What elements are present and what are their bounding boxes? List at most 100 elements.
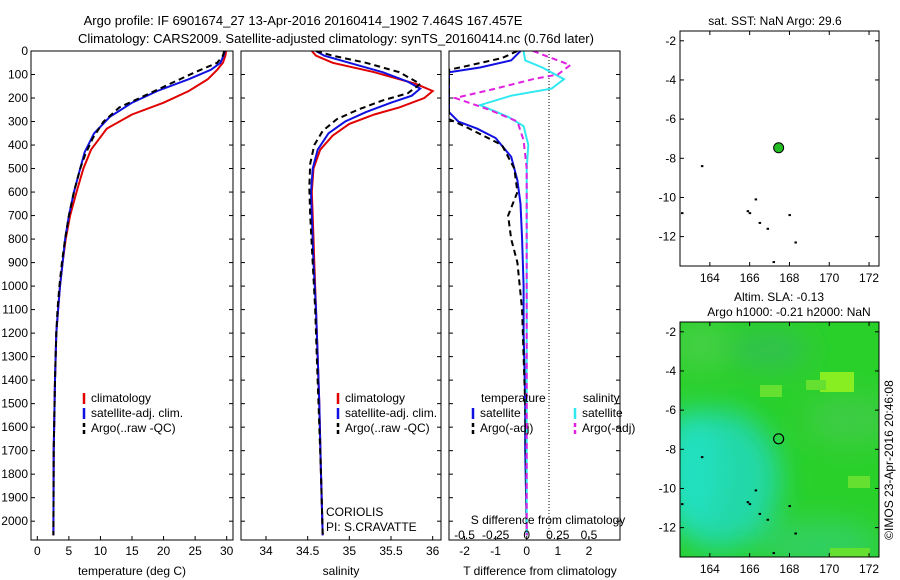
s-tick-label: 0	[523, 528, 530, 542]
x-tick-label: 0	[34, 544, 41, 558]
island	[794, 532, 797, 535]
sst-axes-frame	[679, 30, 880, 267]
sst-map-panel: sat. SST: NaN Argo: 29.6 164 166 168 170 172…	[659, 14, 880, 285]
y-tick-label: 1400	[1, 373, 28, 387]
difference-axes-frame	[448, 50, 621, 541]
sla-high-patch	[820, 372, 854, 392]
temperature-axes-frame	[30, 50, 234, 541]
series-line	[449, 51, 528, 536]
sla-high-patch	[830, 548, 870, 557]
map-y-tick-label: -8	[665, 442, 676, 456]
map-y-tick-label: -8	[665, 151, 676, 165]
x-tick-label: 35.5	[379, 544, 403, 558]
salinity-axes-frame	[240, 50, 442, 541]
map-y-tick-label: -10	[659, 481, 677, 495]
salinity-panel: 34 34.5 35 35.5 36 salinity climatologysatel…	[240, 50, 442, 578]
s-tick-label: 0.5	[581, 528, 598, 542]
map-y-tick-label: -4	[665, 364, 676, 378]
map-x-tick-label: 172	[859, 562, 879, 576]
island	[794, 241, 797, 244]
y-tick-label: 400	[8, 138, 28, 152]
difference-legend: temperature salinitysatelliteArgo(-adj)sa…	[471, 391, 635, 435]
map-y-tick-label: -10	[659, 190, 677, 204]
series-line	[310, 51, 435, 536]
x-tick-label: 15	[125, 544, 139, 558]
island	[748, 212, 752, 215]
map-x-tick-label: 166	[740, 562, 760, 576]
legend-label: climatology	[91, 391, 151, 405]
map-y-tick-label: -2	[665, 325, 676, 339]
y-tick-label: 1500	[1, 397, 28, 411]
sla-axes-frame	[679, 321, 880, 558]
y-tick-label: 800	[8, 232, 28, 246]
sst-map-title: sat. SST: NaN Argo: 29.6	[708, 14, 842, 28]
map-x-tick-label: 168	[779, 271, 799, 285]
y-tick-label: 300	[8, 115, 28, 129]
y-tick-label: 1600	[1, 420, 28, 434]
island	[766, 227, 770, 230]
island	[772, 552, 776, 555]
x-tick-label: 35	[343, 544, 357, 558]
island	[788, 214, 791, 217]
map-x-tick-label: 164	[700, 271, 720, 285]
y-tick-label: 1700	[1, 444, 28, 458]
sla-high-patch	[806, 380, 826, 390]
x-tick-label: 10	[94, 544, 108, 558]
temperature-xlabel: temperature (deg C)	[78, 564, 186, 578]
t-difference-xlabel: T difference from climatology	[463, 564, 617, 578]
map-x-tick-label: 172	[859, 271, 879, 285]
map-x-tick-label: 168	[779, 562, 799, 576]
figure-title: Argo profile: IF 6901674_27 13-Apr-2016 …	[84, 13, 523, 28]
sla-map-subtitle: Argo h1000: -0.21 h2000: NaN	[707, 305, 870, 319]
island	[754, 489, 758, 492]
legend-label: satellite	[480, 406, 521, 420]
y-tick-label: 200	[8, 91, 28, 105]
y-tick-label: 1300	[1, 350, 28, 364]
argo-float-marker	[773, 142, 785, 154]
y-tick-label: 600	[8, 185, 28, 199]
y-tick-label: 700	[8, 209, 28, 223]
x-tick-label: 36	[426, 544, 440, 558]
figure-subtitle: Climatology: CARS2009. Satellite-adjuste…	[78, 31, 594, 46]
pi-label: PI: S.CRAVATTE	[326, 520, 417, 534]
legend-label: Argo(..raw -QC)	[91, 421, 176, 435]
map-y-tick-label: -2	[665, 34, 676, 48]
x-tick-label: 2	[586, 544, 593, 558]
island	[758, 221, 762, 224]
island	[754, 198, 758, 201]
island	[748, 503, 752, 506]
x-tick-label: 0	[523, 544, 530, 558]
sla-map-title: Altim. SLA: -0.13	[734, 290, 824, 304]
series-line	[451, 51, 573, 536]
island	[788, 505, 791, 508]
series-line	[52, 51, 226, 536]
legend-label: satellite	[582, 406, 623, 420]
map-x-tick-label: 170	[819, 562, 839, 576]
x-tick-label: 30	[220, 544, 234, 558]
island	[700, 165, 704, 168]
temperature-panel: 0 5 10 15 20 25 300100200300400500600700800900…	[1, 44, 233, 578]
island	[700, 456, 704, 459]
map-x-tick-label: 164	[700, 562, 720, 576]
island	[680, 503, 684, 506]
map-y-tick-label: -12	[659, 521, 677, 535]
x-tick-label: 34	[259, 544, 273, 558]
map-y-tick-label: -6	[665, 112, 676, 126]
legend-label: Argo(-adj)	[480, 421, 533, 435]
s-tick-label: -0.25	[482, 528, 510, 542]
s-tick-label: 0.25	[546, 528, 570, 542]
map-y-tick-label: -6	[665, 403, 676, 417]
sla-high-patch	[848, 476, 870, 488]
y-tick-label: 1200	[1, 326, 28, 340]
series-line	[52, 51, 228, 536]
map-x-tick-label: 170	[819, 271, 839, 285]
map-y-tick-label: -12	[659, 230, 677, 244]
map-x-tick-label: 166	[740, 271, 760, 285]
legend-label: Argo(-adj)	[582, 421, 635, 435]
legend-label: satellite-adj. clim.	[345, 406, 437, 420]
legend-heading: salinity	[583, 391, 620, 405]
x-tick-label: 20	[157, 544, 171, 558]
x-tick-label: 1	[554, 544, 561, 558]
